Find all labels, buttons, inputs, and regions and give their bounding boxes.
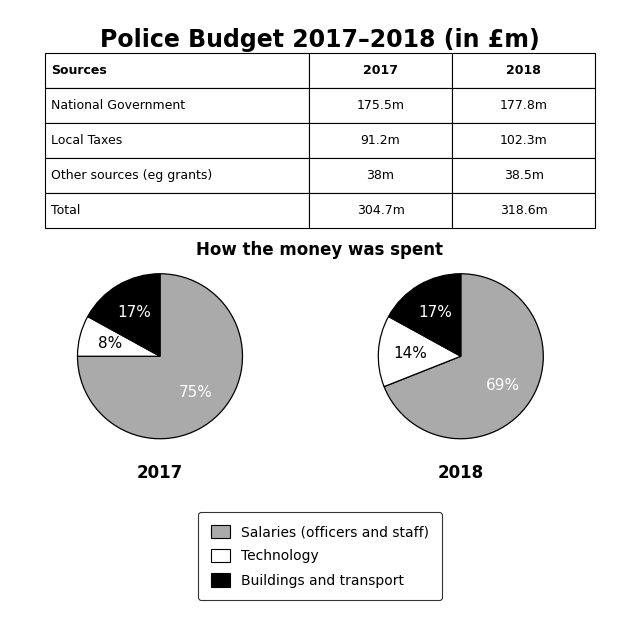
Text: 2017: 2017 <box>363 64 398 77</box>
Bar <box>45 53 309 88</box>
Text: How the money was spent: How the money was spent <box>196 241 444 259</box>
Text: 2017: 2017 <box>137 464 183 482</box>
Text: 69%: 69% <box>486 378 520 392</box>
Bar <box>309 123 452 158</box>
Text: 304.7m: 304.7m <box>356 204 404 217</box>
Text: 102.3m: 102.3m <box>500 134 548 147</box>
Wedge shape <box>77 316 160 356</box>
Text: Police Budget 2017–2018 (in £m): Police Budget 2017–2018 (in £m) <box>100 28 540 52</box>
Text: 17%: 17% <box>418 305 452 320</box>
Wedge shape <box>77 274 243 439</box>
Text: 2018: 2018 <box>506 64 541 77</box>
Text: 17%: 17% <box>117 305 151 320</box>
Text: 38.5m: 38.5m <box>504 169 543 182</box>
Bar <box>45 158 309 193</box>
Bar <box>309 158 452 193</box>
Text: 91.2m: 91.2m <box>361 134 401 147</box>
Wedge shape <box>88 274 160 356</box>
Text: 75%: 75% <box>179 385 213 400</box>
Bar <box>309 88 452 123</box>
Text: 177.8m: 177.8m <box>500 99 548 112</box>
Bar <box>45 123 309 158</box>
Bar <box>309 193 452 228</box>
Text: National Government: National Government <box>51 99 186 112</box>
Text: 14%: 14% <box>393 346 427 361</box>
Text: 38m: 38m <box>367 169 394 182</box>
Text: 2018: 2018 <box>438 464 484 482</box>
Text: Other sources (eg grants): Other sources (eg grants) <box>51 169 212 182</box>
Bar <box>452 193 595 228</box>
Bar <box>45 193 309 228</box>
Text: Local Taxes: Local Taxes <box>51 134 123 147</box>
Bar <box>452 123 595 158</box>
Bar <box>452 88 595 123</box>
Text: 8%: 8% <box>99 336 123 351</box>
Wedge shape <box>388 274 461 356</box>
Wedge shape <box>384 274 543 439</box>
Legend: Salaries (officers and staff), Technology, Buildings and transport: Salaries (officers and staff), Technolog… <box>198 512 442 600</box>
Text: Total: Total <box>51 204 81 217</box>
Bar <box>309 53 452 88</box>
Bar <box>45 88 309 123</box>
Bar <box>452 53 595 88</box>
Text: Sources: Sources <box>51 64 107 77</box>
Wedge shape <box>378 316 461 387</box>
Bar <box>452 158 595 193</box>
Text: 318.6m: 318.6m <box>500 204 548 217</box>
Text: 175.5m: 175.5m <box>356 99 404 112</box>
